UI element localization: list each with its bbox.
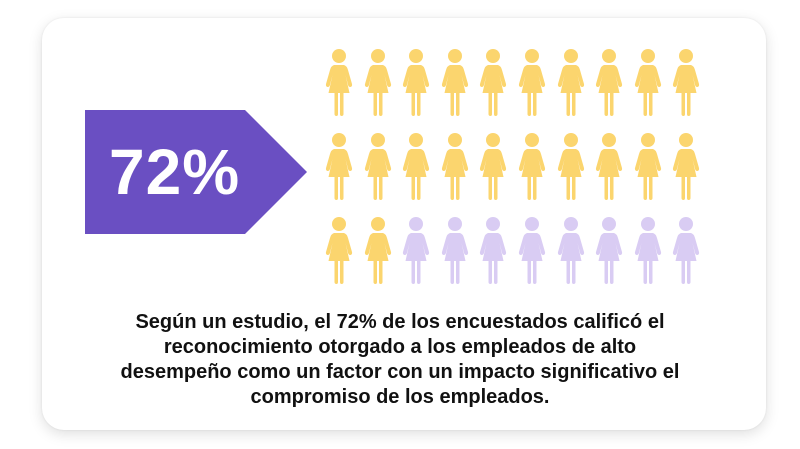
female-person-icon — [556, 216, 586, 284]
female-person-icon — [556, 48, 586, 116]
banner-arrow-shape — [85, 110, 307, 234]
female-person-icon — [594, 216, 624, 284]
female-person-icon — [594, 48, 624, 116]
female-person-icon — [671, 216, 701, 284]
percent-banner: 72% — [85, 110, 307, 234]
female-person-icon — [478, 216, 508, 284]
female-person-icon — [401, 48, 431, 116]
female-person-icon — [324, 216, 354, 284]
female-person-icon — [517, 216, 547, 284]
female-person-icon — [671, 48, 701, 116]
female-person-icon — [440, 48, 470, 116]
female-person-icon — [478, 48, 508, 116]
female-person-icon — [633, 48, 663, 116]
female-person-icon — [401, 132, 431, 200]
female-person-icon — [440, 132, 470, 200]
female-person-icon — [556, 132, 586, 200]
female-person-icon — [324, 48, 354, 116]
person-pictogram-grid — [324, 48, 720, 298]
female-person-icon — [633, 216, 663, 284]
female-person-icon — [324, 132, 354, 200]
caption-text: Según un estudio, el 72% de los encuesta… — [120, 311, 680, 408]
female-person-icon — [478, 132, 508, 200]
female-person-icon — [517, 48, 547, 116]
female-person-icon — [401, 216, 431, 284]
female-person-icon — [594, 132, 624, 200]
female-person-icon — [633, 132, 663, 200]
female-person-icon — [671, 132, 701, 200]
female-person-icon — [517, 132, 547, 200]
female-person-icon — [363, 216, 393, 284]
female-person-icon — [440, 216, 470, 284]
female-person-icon — [363, 48, 393, 116]
percent-value: 72% — [109, 136, 241, 208]
female-person-icon — [363, 132, 393, 200]
